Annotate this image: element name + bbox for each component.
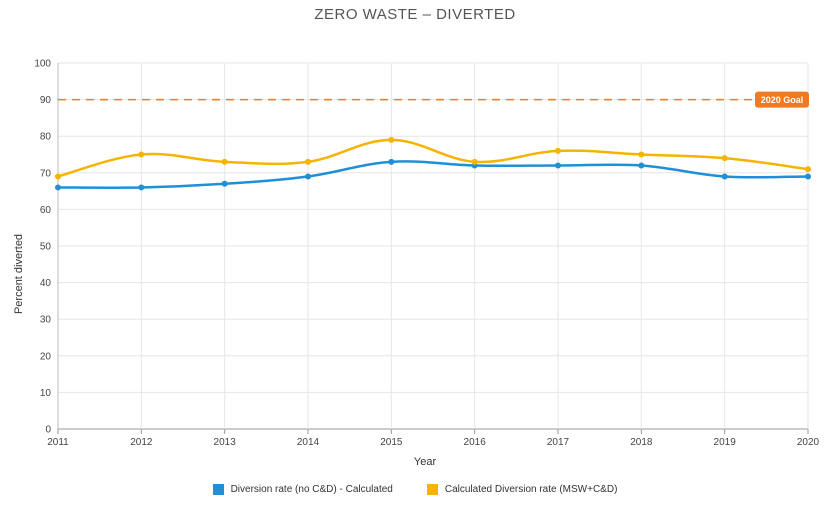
data-point[interactable] xyxy=(305,173,311,180)
data-point[interactable] xyxy=(638,162,645,169)
x-tick-label: 2011 xyxy=(47,437,69,448)
data-point[interactable] xyxy=(471,158,478,165)
legend: Diversion rate (no C&D) - Calculated Calc… xyxy=(0,484,830,495)
x-tick-label: 2019 xyxy=(714,437,737,448)
grid-lines xyxy=(57,62,809,430)
goal-label-badge xyxy=(755,91,809,108)
data-point[interactable] xyxy=(221,158,228,165)
legend-swatch xyxy=(212,484,224,495)
data-point[interactable] xyxy=(805,173,811,180)
series-group xyxy=(55,136,811,191)
data-point[interactable] xyxy=(55,184,61,191)
y-tick-label: 50 xyxy=(40,242,52,253)
data-point[interactable] xyxy=(638,151,645,158)
legend-swatch xyxy=(426,484,438,495)
x-axis-ticks: 2011 2012 2013 2014 2015 2016 2017 2018 2019 2020 xyxy=(47,429,820,448)
legend-label: Diversion rate (no C&D) - Calculated xyxy=(230,484,393,495)
data-point[interactable] xyxy=(555,147,561,154)
y-tick-label: 10 xyxy=(40,388,52,399)
data-point[interactable] xyxy=(388,136,395,143)
data-point[interactable] xyxy=(138,151,145,158)
chart-title: ZERO WASTE – DIVERTED xyxy=(314,6,516,23)
legend-item[interactable]: Diversion rate (no C&D) - Calculated xyxy=(212,484,393,495)
y-tick-label: 70 xyxy=(40,168,52,179)
y-tick-label: 20 xyxy=(40,351,52,362)
goal-label: 2020 Goal xyxy=(761,95,804,105)
data-point[interactable] xyxy=(805,166,811,173)
y-tick-label: 100 xyxy=(34,59,51,70)
data-point[interactable] xyxy=(388,158,395,165)
x-tick-label: 2015 xyxy=(380,437,403,448)
x-tick-label: 2016 xyxy=(464,437,487,448)
data-point[interactable] xyxy=(221,180,228,187)
data-point[interactable] xyxy=(305,158,311,165)
y-tick-label: 60 xyxy=(40,205,52,216)
y-tick-label: 80 xyxy=(40,132,52,143)
legend-item[interactable]: Calculated Diversion rate (MSW+C&D) xyxy=(426,484,618,495)
data-point[interactable] xyxy=(55,173,61,180)
x-tick-label: 2020 xyxy=(797,437,820,448)
data-point[interactable] xyxy=(138,184,145,191)
data-point[interactable] xyxy=(721,155,728,162)
y-tick-label: 90 xyxy=(40,95,52,106)
y-tick-label: 0 xyxy=(45,425,51,436)
y-axis-label: Percent diverted xyxy=(13,234,25,314)
legend-label: Calculated Diversion rate (MSW+C&D) xyxy=(444,484,618,495)
series-line xyxy=(57,160,809,189)
x-tick-label: 2014 xyxy=(297,437,320,448)
x-tick-label: 2013 xyxy=(214,437,237,448)
data-point[interactable] xyxy=(555,162,561,169)
series-line xyxy=(57,138,809,178)
goal-line-group: 2020 Goal xyxy=(58,91,809,108)
data-point[interactable] xyxy=(721,173,728,180)
x-tick-label: 2012 xyxy=(130,437,153,448)
x-axis-label: Year xyxy=(414,456,437,468)
x-tick-label: 2017 xyxy=(547,437,570,448)
x-tick-label: 2018 xyxy=(630,437,653,448)
y-axis-ticks: 0 10 20 30 40 50 60 70 80 90 100 xyxy=(34,59,51,436)
y-tick-label: 30 xyxy=(40,315,52,326)
y-tick-label: 40 xyxy=(40,278,52,289)
